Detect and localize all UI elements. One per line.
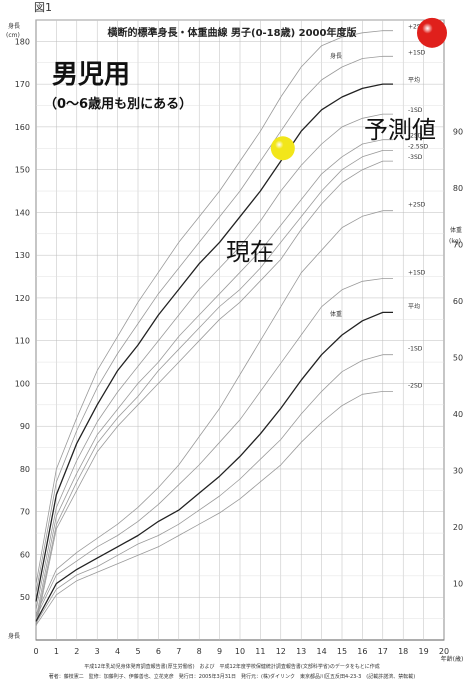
weight-curve [35, 311, 393, 622]
y-tick-label: 140 [15, 208, 30, 217]
x-tick-label: 20 [439, 647, 449, 656]
x-tick-label: 13 [296, 647, 306, 656]
curves [35, 30, 393, 628]
weight-series-label: 平均 [408, 302, 420, 310]
y-tick-label: 60 [20, 550, 30, 559]
height-series-label: +2SD [408, 24, 426, 31]
footer-line-1: 平成12年乳幼児身体発育調査報告書(厚生労働省) および 平成12年度学校保健統… [84, 663, 379, 670]
weight-curve [35, 354, 393, 624]
height-series-label: +1SD [408, 49, 426, 56]
marker-label: 予測値 [364, 116, 436, 144]
y-tick-label: 100 [15, 379, 30, 388]
x-tick-label: 19 [419, 647, 429, 656]
weight-tick-label: 40 [453, 410, 463, 419]
weight-tick-label: 60 [453, 297, 463, 306]
x-tick-label: 18 [398, 647, 408, 656]
y-tick-label: 80 [20, 465, 30, 474]
height-series-label: -3SD [408, 154, 423, 161]
left-axis-unit: (cm) [6, 32, 20, 39]
height-series-label: -1SD [408, 107, 423, 114]
height-curve [35, 139, 393, 619]
x-tick-label: 11 [255, 647, 265, 656]
x-tick-label: 1 [54, 647, 59, 656]
weight-tick-label: 80 [453, 184, 463, 193]
y-tick-label: 50 [20, 593, 30, 602]
height-curve [35, 55, 393, 594]
weight-series-label: +2SD [408, 202, 426, 209]
y-tick-label: 130 [15, 251, 30, 260]
bottom-left-label: 身長 [8, 632, 20, 640]
height-curve [35, 30, 393, 585]
x-axis-label: 年齢(歳) [441, 655, 464, 663]
weight-tick-label: 30 [453, 467, 463, 476]
x-tick-label: 6 [156, 647, 161, 656]
weight-tick-label: 20 [453, 523, 463, 532]
weight-curve [35, 210, 393, 615]
x-tick-label: 16 [357, 647, 367, 656]
weight-series-label: -2SD [408, 382, 423, 389]
height-curve-label: 身長 [330, 52, 342, 60]
height-curve [35, 150, 393, 623]
y-tick-label: 180 [15, 37, 30, 46]
right-axis-unit: (kg) [449, 238, 461, 245]
y-tick-label: 150 [15, 166, 30, 175]
marker-predicted [417, 17, 447, 48]
y-tick-label: 70 [20, 508, 30, 517]
x-tick-label: 8 [197, 647, 202, 656]
height-series-label: -2SD [408, 133, 423, 140]
chart-title: 横断的標準身長・体重曲線 男子(0-18歳) 2000年度版 [108, 26, 357, 39]
sub-note: （0〜6歳用も別にある） [44, 96, 192, 112]
height-curve [35, 160, 393, 628]
height-series-label: 平均 [408, 76, 420, 84]
x-tick-label: 7 [176, 647, 181, 656]
y-tick-label: 160 [15, 123, 30, 132]
grid [35, 19, 445, 640]
x-tick-label: 17 [378, 647, 388, 656]
left-axis-label: 身長 [8, 22, 20, 30]
marker-current [270, 136, 295, 161]
y-tick-label: 90 [20, 422, 30, 431]
main-note: 男児用 [52, 60, 130, 90]
weight-tick-label: 90 [453, 128, 463, 137]
weight-curve [35, 391, 393, 626]
y-tick-label: 110 [15, 337, 30, 346]
x-tick-label: 14 [317, 647, 327, 656]
y-tick-label: 120 [15, 294, 30, 303]
x-tick-label: 10 [235, 647, 245, 656]
x-tick-label: 3 [95, 647, 100, 656]
y-tick-label: 170 [15, 80, 30, 89]
weight-series-label: +1SD [408, 269, 426, 276]
footer-line-2: 著者：藤枝憲二 監修：加藤則子、伊藤善也、立花克彦 発行日：2005年3月31日… [49, 673, 415, 680]
x-tick-label: 5 [135, 647, 140, 656]
x-tick-label: 2 [74, 647, 79, 656]
weight-curve [35, 278, 393, 618]
labels: 0 1 2 3 4 5 6 7 8 9 10 11 12 13 14 15 16 17 18 19 2050607080… [15, 17, 463, 656]
height-series-label: -2.5SD [408, 143, 429, 150]
x-tick-label: 9 [217, 647, 222, 656]
x-tick-label: 0 [33, 647, 38, 656]
weight-series-label: -1SD [408, 346, 423, 353]
weight-tick-label: 50 [453, 354, 463, 363]
weight-tick-label: 70 [453, 241, 463, 250]
x-tick-label: 4 [115, 647, 120, 656]
weight-curve-label: 体重 [330, 310, 342, 318]
figure-label: 図1 [34, 1, 52, 14]
right-axis-label: 体重 [450, 226, 462, 234]
height-curve [35, 83, 393, 602]
height-curve [35, 113, 393, 611]
weight-tick-label: 10 [453, 580, 463, 589]
x-tick-label: 15 [337, 647, 347, 656]
x-tick-label: 12 [276, 647, 286, 656]
marker-label: 現在 [226, 238, 274, 266]
